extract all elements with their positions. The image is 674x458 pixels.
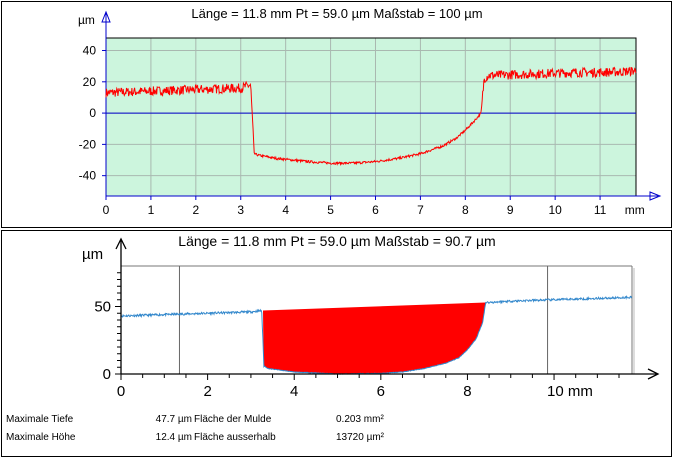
x-tick-label: 6	[372, 203, 379, 217]
y-tick-label: 40	[83, 44, 97, 58]
x-axis-arrow	[647, 368, 660, 380]
x-tick-label: 10	[548, 203, 562, 217]
stat-label: Maximale Tiefe	[6, 414, 74, 425]
chart2-title: Länge = 11.8 mm Pt = 59.0 µm Maßstab = 9…	[178, 233, 496, 249]
x-tick-label: 8	[462, 203, 469, 217]
x-tick-label: 4	[282, 203, 289, 217]
x-tick-label: 9	[507, 203, 514, 217]
chart2-plot: 0 2 4 6 8 10 mm 50 0 µm	[82, 237, 660, 400]
profile-line	[105, 66, 637, 167]
x-tick-label: 10 mm	[547, 383, 593, 400]
stat-label-2: Fläche ausserhalb	[194, 432, 276, 443]
x-tick-label: 2	[203, 383, 211, 400]
x-tick-label: 3	[237, 203, 244, 217]
stat-label-2: Fläche der Mulde	[194, 414, 272, 425]
y-tick-label: 20	[83, 75, 97, 89]
x-tick-label: 6	[377, 383, 385, 400]
y-axis-label: µm	[78, 13, 95, 27]
y-axis-label: µm	[82, 246, 103, 263]
chart1-title: Länge = 11.8 mm Pt = 59.0 µm Maßstab = 1…	[191, 6, 483, 21]
x-tick-label: 7	[417, 203, 424, 217]
x-axis-arrow	[649, 191, 662, 201]
y-tick-label: -20	[79, 137, 97, 151]
chart1-plot: 0 1 2 3 4 5 6 7 8 9 10 11 mm 40 20 0 -20 -40 µm	[78, 10, 662, 217]
y-tick-label: -40	[79, 169, 97, 183]
stat-value-2: 0.203 mm²	[336, 414, 384, 425]
trough-area	[263, 302, 486, 375]
stat-value-2: 13720 µm²	[336, 432, 385, 443]
y-axis-arrow	[115, 237, 127, 250]
stat-value: 12.4 µm	[155, 432, 192, 443]
x-tick-label: 5	[327, 203, 334, 217]
stat-value: 47.7 µm	[155, 414, 192, 425]
x-tick-label: 2	[192, 203, 199, 217]
x-axis-label: mm	[625, 203, 645, 217]
x-tick-label: 1	[148, 203, 155, 217]
y-tick-label: 0	[103, 366, 111, 383]
x-tick-label: 4	[290, 383, 298, 400]
x-tick-label: 0	[103, 203, 110, 217]
stat-label: Maximale Höhe	[6, 432, 76, 443]
plot-background	[106, 38, 636, 196]
x-tick-label: 8	[463, 383, 471, 400]
y-tick-label: 0	[89, 106, 96, 120]
x-tick-label: 0	[117, 383, 125, 400]
y-axis-arrow	[101, 10, 111, 23]
y-tick-label: 50	[94, 299, 111, 316]
x-tick-label: 11	[594, 203, 607, 217]
